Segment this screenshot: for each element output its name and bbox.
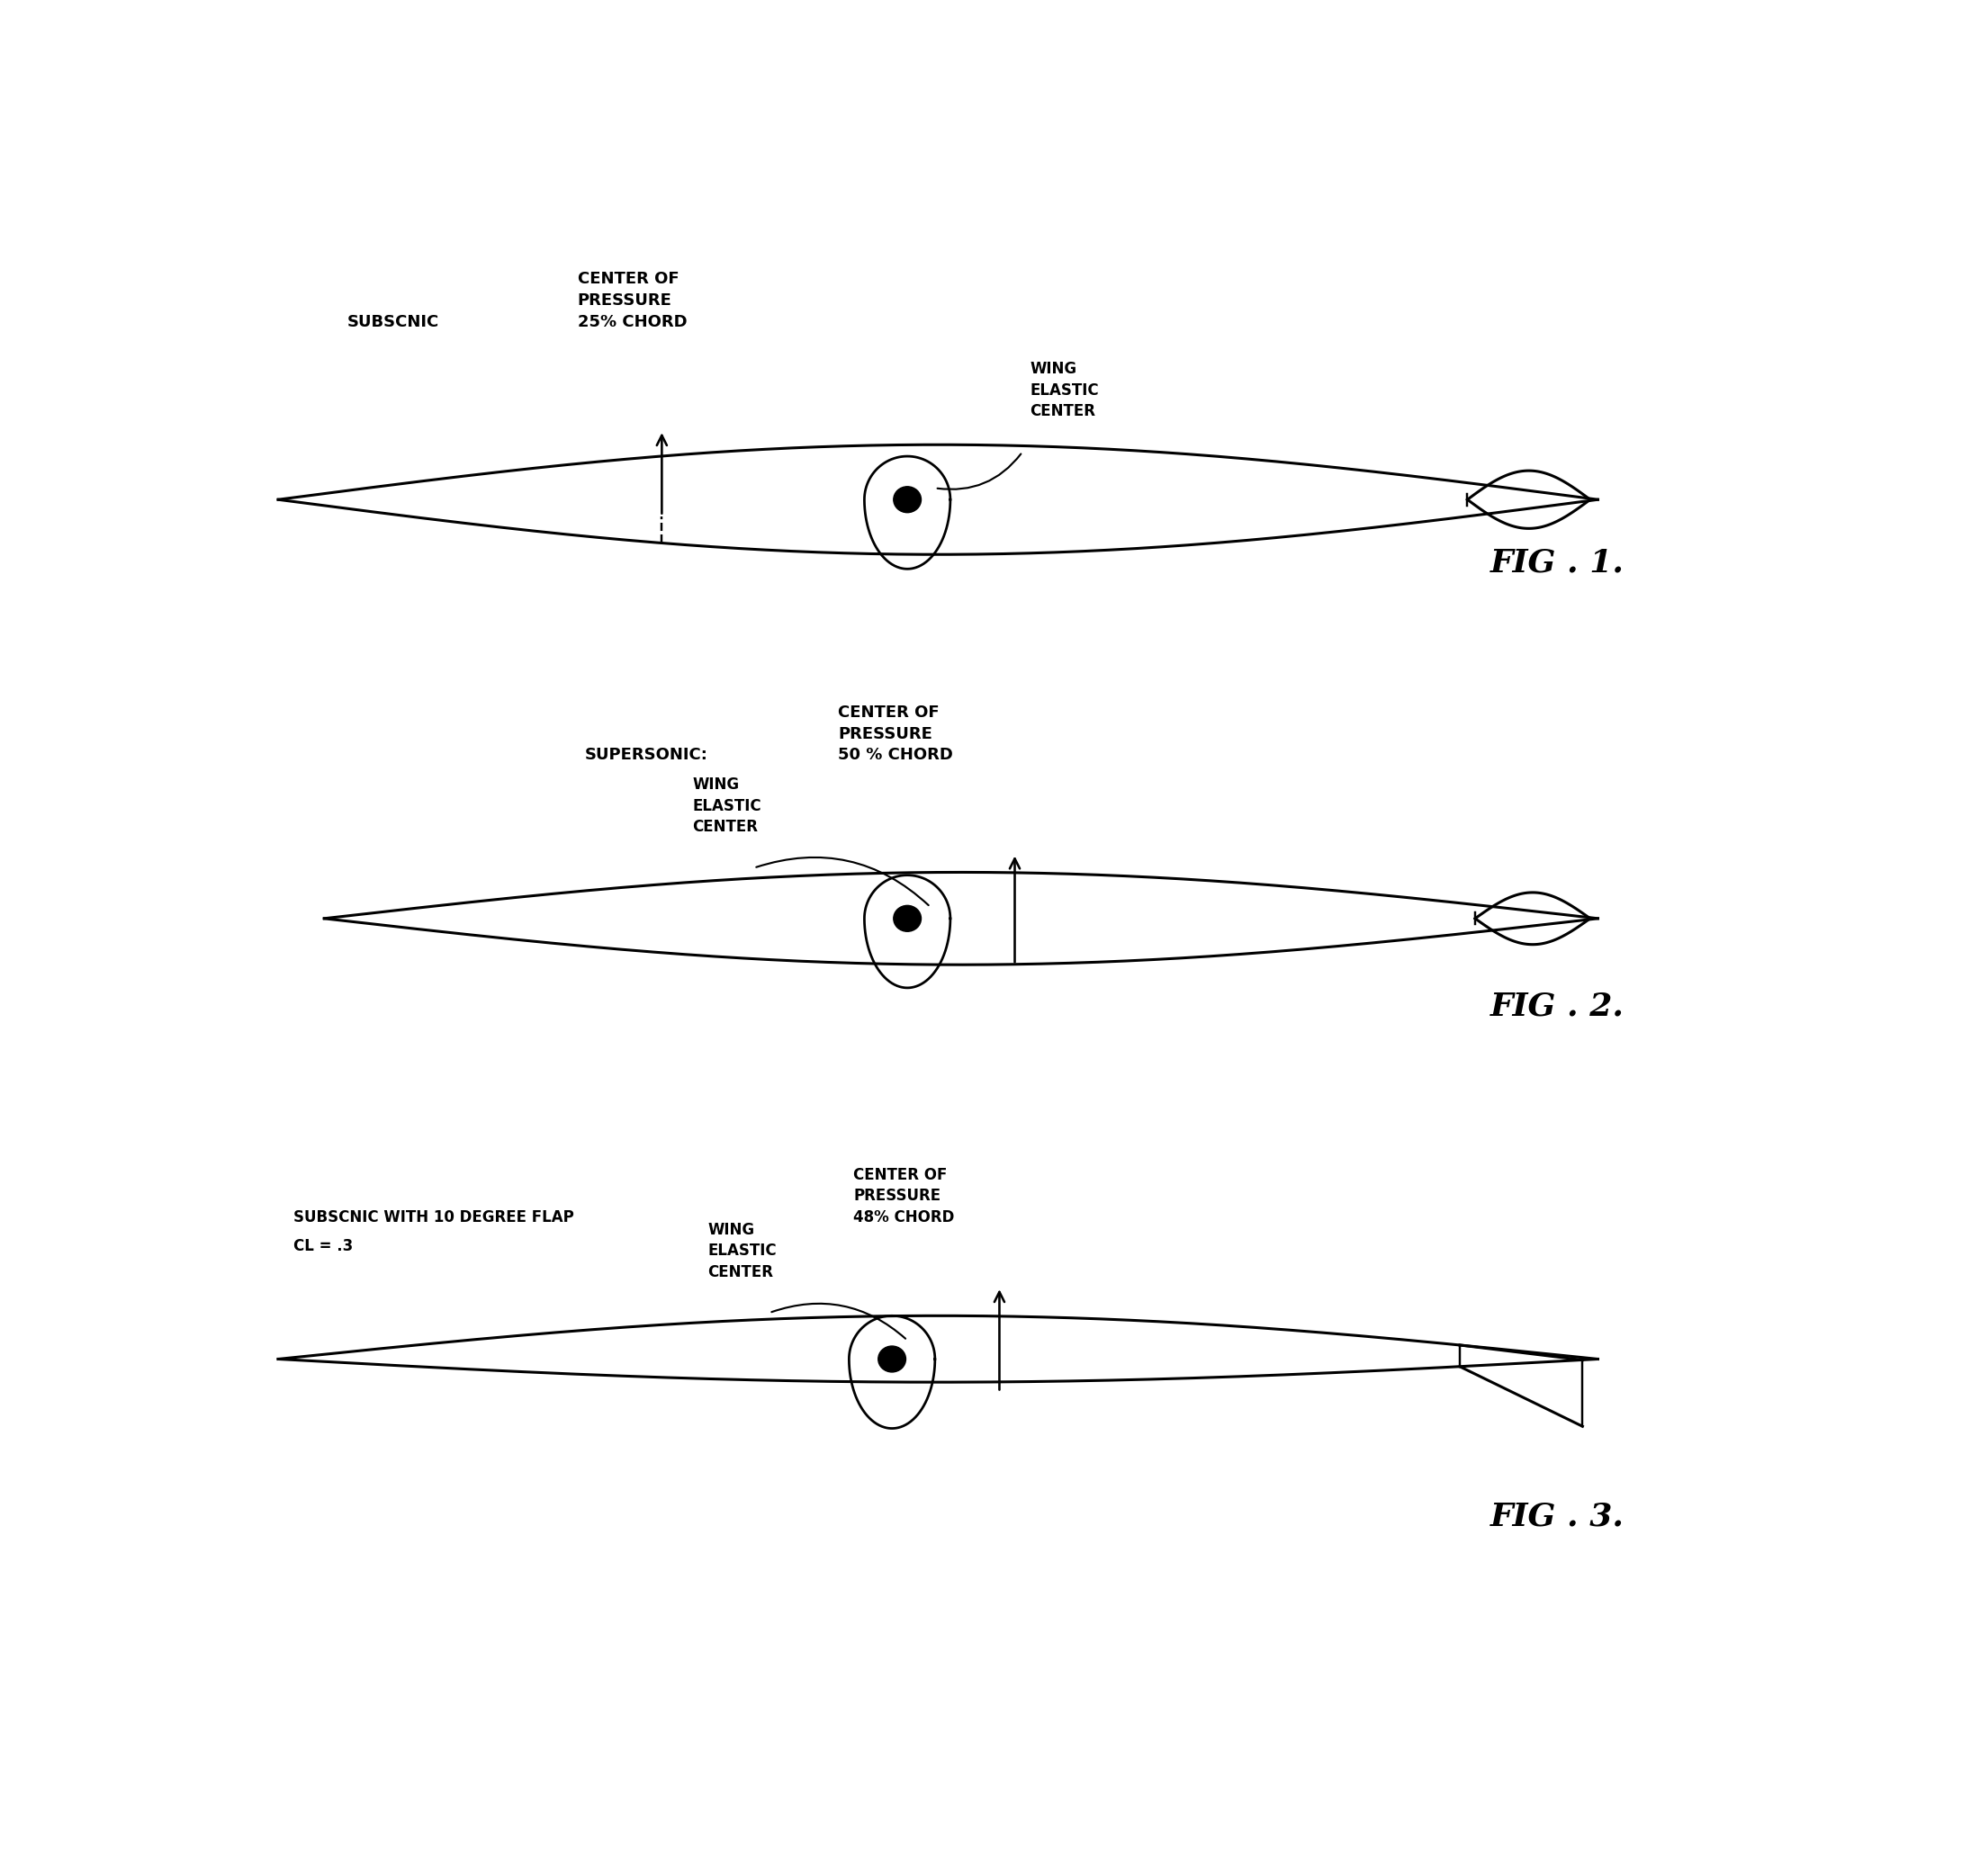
Text: FIG . 3.: FIG . 3. [1491,1501,1624,1531]
Text: CENTER OF
PRESSURE
50 % CHORD: CENTER OF PRESSURE 50 % CHORD [838,705,954,764]
Text: FIG . 2.: FIG . 2. [1491,991,1624,1022]
Circle shape [879,1347,905,1371]
Text: CENTER OF
PRESSURE
48% CHORD: CENTER OF PRESSURE 48% CHORD [853,1167,954,1225]
Text: SUBSCNIC: SUBSCNIC [346,313,440,330]
Circle shape [893,906,921,932]
Circle shape [893,486,921,512]
Text: CL = .3: CL = .3 [293,1238,352,1255]
Text: SUPERSONIC:: SUPERSONIC: [586,747,709,764]
Text: WING
ELASTIC
CENTER: WING ELASTIC CENTER [709,1221,776,1279]
Text: WING
ELASTIC
CENTER: WING ELASTIC CENTER [693,777,762,835]
Text: SUBSCNIC WITH 10 DEGREE FLAP: SUBSCNIC WITH 10 DEGREE FLAP [293,1210,574,1225]
Text: FIG . 1.: FIG . 1. [1491,548,1624,578]
Text: CENTER OF
PRESSURE
25% CHORD: CENTER OF PRESSURE 25% CHORD [578,272,687,330]
Text: WING
ELASTIC
CENTER: WING ELASTIC CENTER [1030,360,1099,420]
